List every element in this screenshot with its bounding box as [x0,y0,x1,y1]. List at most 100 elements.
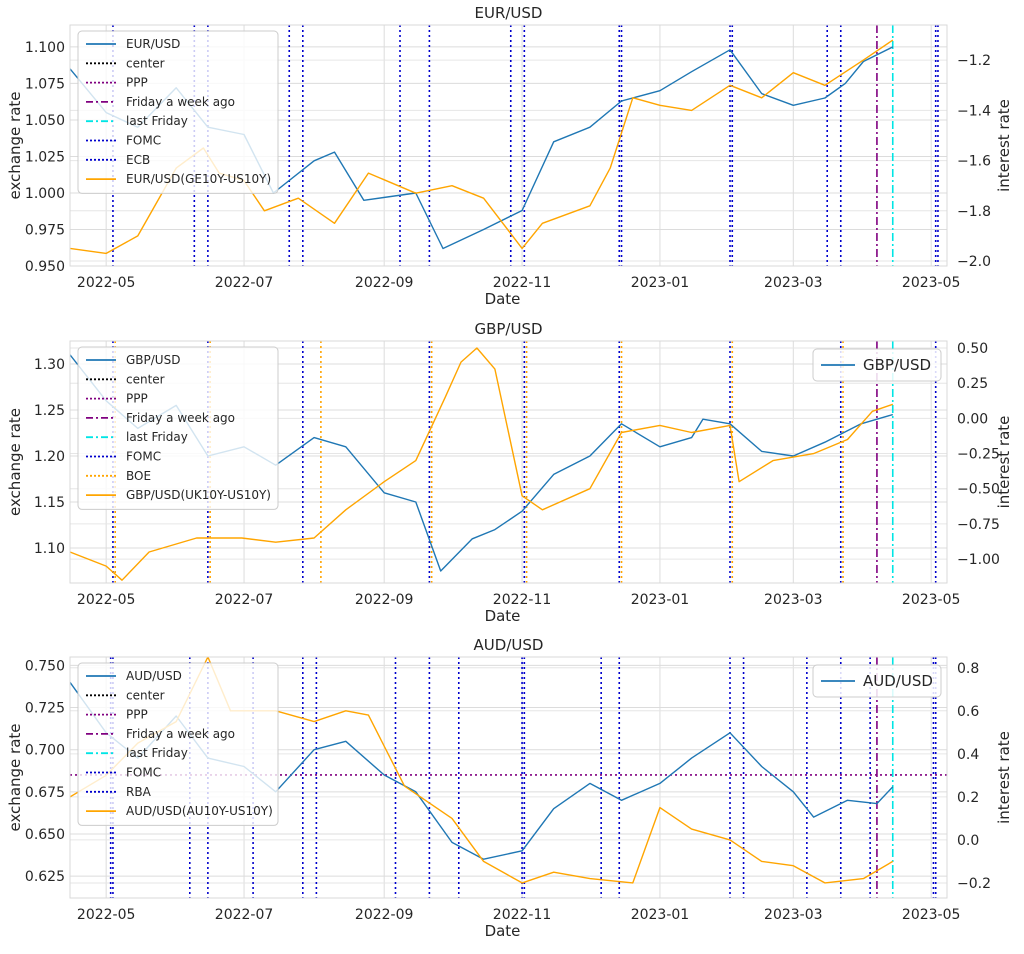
right-axis-label: interest rate [995,99,1013,192]
left-tick-label: 0.625 [25,869,65,885]
left-tick-label: 1.075 [25,76,65,92]
x-tick-label: 2022-07 [215,592,274,608]
legend-label: PPP [126,76,148,90]
right-axis-label: interest rate [995,731,1013,824]
left-tick-label: 1.100 [25,40,65,56]
right-tick-label: 0.8 [957,661,979,677]
right-legend-box [812,348,942,382]
x-tick-label: 2022-07 [215,275,274,291]
legend-label: Friday a week ago [126,95,235,109]
panel-1: EUR/USD 0.950 0.975 1.000 1.025 1.050 1.075 1.1… [6,4,1013,308]
right-tick-label: −1.00 [957,552,1000,568]
left-tick-label: 0.675 [25,785,65,801]
legend-label: last Friday [126,430,188,444]
x-tick-label: 2022-07 [215,907,274,923]
left-tick-label: 0.975 [25,222,65,238]
legend-label: PPP [126,708,148,722]
legend-label: center [126,56,165,70]
right-tick-label: 0.50 [957,341,988,357]
right-tick-label: −1.6 [957,154,991,170]
legend: GBP/USD center PPP Friday a week ago last Fr… [77,346,279,510]
left-tick-label: 1.10 [34,541,65,557]
left-axis-label: exchange rate [6,408,24,516]
left-tick-label: 0.700 [25,743,65,759]
x-axis-label: Date [485,607,521,625]
legend-label: FOMC [126,450,161,464]
left-tick-label: 0.950 [25,259,65,275]
legend-label: FOMC [126,766,161,780]
right-tick-label: 0.6 [957,704,979,720]
legend-box [77,346,279,510]
panel-3: AUD/USD 0.625 0.650 0.675 0.700 0.725 0.750 −0.… [6,636,1013,940]
chart-title: GBP/USD [474,320,542,338]
right-tick-label: 0.2 [957,790,979,806]
series-line-rate-diff [70,657,894,884]
legend-label: BOE [126,469,151,483]
plot-area [70,25,939,266]
x-tick-label: 2022-05 [77,275,136,291]
right-tick-label: −1.4 [957,103,991,119]
x-axis-label: Date [485,922,521,940]
x-axis-label: Date [485,290,521,308]
left-tick-label: 1.050 [25,113,65,129]
series-line-rate-diff [70,347,894,581]
x-tick-label: 2023-05 [902,275,961,291]
left-tick-label: 1.025 [25,149,65,165]
x-tick-label: 2023-01 [631,907,690,923]
legend-label: ECB [126,153,150,167]
legend-label: PPP [126,392,148,406]
x-tick-label: 2022-11 [493,275,552,291]
right-tick-label: 0.00 [957,411,988,427]
right-axis-label: interest rate [995,416,1013,509]
x-tick-label: 2022-11 [493,907,552,923]
legend-label: EUR/USD(GE10Y-US10Y) [126,172,271,186]
right-tick-label: −1.2 [957,53,991,69]
x-tick-label: 2023-05 [902,907,961,923]
legend-label: FOMC [126,134,161,148]
x-tick-label: 2023-01 [631,275,690,291]
x-tick-label: 2023-03 [764,592,823,608]
legend-box [77,662,279,826]
x-tick-label: 2022-09 [355,907,414,923]
left-axis-label: exchange rate [6,91,24,199]
right-tick-label: −0.2 [957,876,991,892]
right-tick-label: −2.0 [957,254,991,270]
left-tick-label: 1.25 [34,403,65,419]
legend: AUD/USD center PPP Friday a week ago last Fr… [77,662,279,826]
right-legend: GBP/USD [812,348,942,382]
right-legend: AUD/USD [812,664,942,698]
axes-frame [69,656,948,899]
legend-label: EUR/USD [126,37,180,51]
right-tick-label: −1.8 [957,204,991,220]
x-tick-label: 2023-03 [764,275,823,291]
right-tick-label: 0.4 [957,747,979,763]
chart-title: AUD/USD [474,636,544,654]
legend-label: Friday a week ago [126,727,235,741]
x-tick-label: 2022-05 [77,907,136,923]
left-tick-label: 1.15 [34,495,65,511]
left-tick-label: 0.750 [25,658,65,674]
left-tick-label: 0.650 [25,827,65,843]
legend-label: AUD/USD [126,669,182,683]
legend-label: GBP/USD(UK10Y-US10Y) [126,488,271,502]
left-tick-label: 1.000 [25,186,65,202]
left-tick-label: 0.725 [25,701,65,717]
right-tick-label: −0.75 [957,517,1000,533]
x-tick-label: 2023-05 [902,592,961,608]
legend-label: last Friday [126,114,188,128]
legend-label: center [126,688,165,702]
legend-label: GBP/USD [126,353,180,367]
right-legend-label: AUD/USD [863,672,933,690]
right-legend-label: GBP/USD [863,356,931,374]
axes-frame [69,340,948,584]
x-tick-label: 2022-09 [355,275,414,291]
right-tick-label: 0.0 [957,833,979,849]
x-tick-label: 2022-05 [77,592,136,608]
chart-title: EUR/USD [475,4,543,22]
x-tick-label: 2023-01 [631,592,690,608]
right-tick-label: 0.25 [957,376,988,392]
legend-label: center [126,372,165,386]
legend-label: AUD/USD(AU10Y-US10Y) [126,804,273,818]
